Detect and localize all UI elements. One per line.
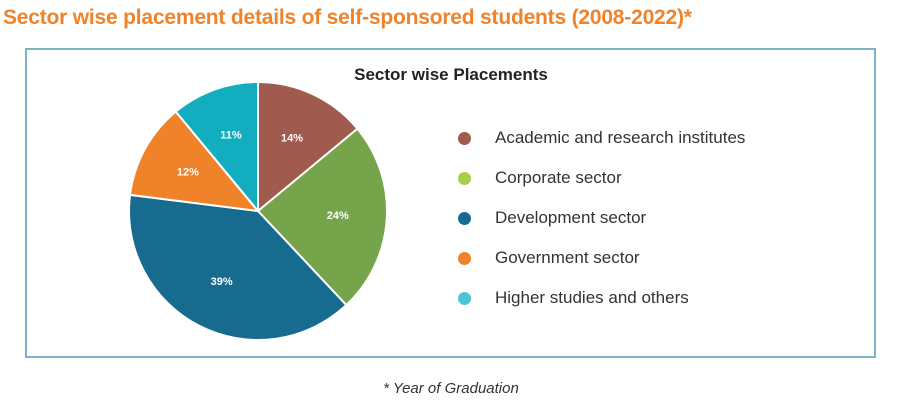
- slice-label-corporate-sector: 24%: [327, 210, 349, 222]
- pie-slice-development-sector: [128, 193, 348, 341]
- legend-item-government-sector: Government sector: [458, 238, 745, 278]
- legend-swatch-icon: [458, 131, 471, 145]
- slice-label-development-sector: 39%: [211, 276, 233, 288]
- pie-slice-academic-and-research-institutes: [257, 80, 359, 214]
- legend-item-development-sector: Development sector: [458, 198, 745, 238]
- legend-swatch-icon: [458, 211, 471, 225]
- pie-slice-higher-studies-and-others: [174, 80, 259, 214]
- legend-item-academic-and-research-institutes: Academic and research institutes: [458, 118, 745, 158]
- slice-label-higher-studies-and-others: 11%: [220, 130, 242, 142]
- chart-legend: Academic and research institutes Corporat…: [458, 118, 745, 318]
- legend-label: Higher studies and others: [495, 288, 689, 307]
- legend-label: Corporate sector: [495, 168, 622, 187]
- chart-title: Sector wise Placements: [354, 65, 548, 84]
- legend-label: Academic and research institutes: [495, 128, 746, 147]
- legend-swatch-icon: [458, 171, 471, 185]
- slice-label-government-sector: 12%: [177, 166, 199, 178]
- pie-slice-corporate-sector: [256, 127, 388, 307]
- legend-swatch-icon: [458, 291, 471, 305]
- footnote: * Year of Graduation: [383, 380, 519, 397]
- legend-item-corporate-sector: Corporate sector: [458, 158, 745, 198]
- pie-slice-government-sector: [128, 110, 261, 213]
- legend-item-higher-studies-and-others: Higher studies and others: [458, 278, 745, 318]
- legend-label: Government sector: [495, 248, 640, 267]
- slice-label-academic-and-research-institutes: 14%: [281, 133, 303, 145]
- legend-swatch-icon: [458, 251, 471, 265]
- page-heading: Sector wise placement details of self-sp…: [3, 6, 692, 29]
- legend-label: Development sector: [495, 208, 647, 227]
